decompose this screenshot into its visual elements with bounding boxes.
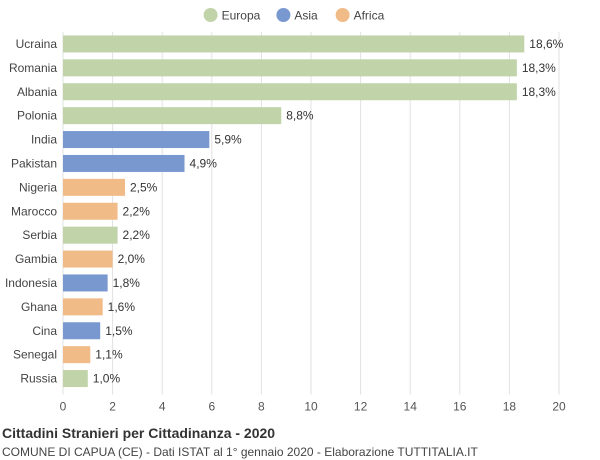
bar-russia	[63, 370, 88, 388]
bar-ghana	[63, 298, 103, 316]
value-label: 18,3%	[522, 61, 556, 75]
category-label: Senegal	[13, 348, 57, 362]
chart-subtitle: COMUNE DI CAPUA (CE) - Dati ISTAT al 1° …	[2, 445, 478, 459]
category-label: Ucraina	[16, 37, 58, 51]
value-labels: 18,6% 18,3% 18,3% 8,8% 5,9% 4,9% 2,5% 2,2% 2,2% 2…	[93, 37, 564, 386]
category-label: Albania	[17, 85, 57, 99]
legend-label: Africa	[354, 9, 385, 23]
category-label: Gambia	[15, 252, 57, 266]
value-label: 2,5%	[130, 180, 158, 194]
category-label: Nigeria	[19, 180, 57, 194]
category-label: Polonia	[17, 109, 57, 123]
category-label: Pakistan	[11, 156, 57, 170]
legend-marker-europa	[203, 8, 218, 22]
value-label: 5,9%	[214, 133, 242, 147]
category-labels: Ucraina Romania Albania Polonia India Pakista…	[5, 37, 57, 386]
bar-albania	[63, 83, 517, 101]
value-label: 4,9%	[190, 156, 218, 170]
x-axis-ticks: 0 2 4 6 8 10 12 14 16 18 20	[60, 400, 566, 414]
bar-pakistan	[63, 154, 185, 172]
legend-marker-asia	[276, 8, 291, 22]
x-tick-label: 18	[503, 400, 517, 414]
x-tick-label: 0	[60, 400, 67, 414]
value-label: 2,2%	[123, 228, 151, 242]
x-tick-label: 20	[552, 400, 566, 414]
x-tick-label: 4	[159, 400, 166, 414]
chart-title: Cittadini Stranieri per Cittadinanza - 2…	[2, 425, 276, 441]
x-tick-label: 8	[258, 400, 265, 414]
bar-marocco	[63, 202, 118, 220]
category-label: Ghana	[21, 300, 57, 314]
bar-indonesia	[63, 274, 108, 292]
bars	[63, 35, 525, 388]
value-label: 18,6%	[529, 37, 563, 51]
bar-romania	[63, 59, 517, 77]
bar-serbia	[63, 226, 118, 244]
bar-india	[63, 131, 210, 149]
x-tick-label: 2	[109, 400, 116, 414]
category-label: Russia	[20, 372, 57, 386]
value-label: 18,3%	[522, 85, 556, 99]
x-tick-label: 12	[354, 400, 368, 414]
x-tick-label: 6	[208, 400, 215, 414]
x-tick-label: 14	[404, 400, 418, 414]
bar-cina	[63, 322, 101, 340]
x-tick-label: 10	[304, 400, 318, 414]
bar-gambia	[63, 250, 113, 268]
value-label: 2,0%	[118, 252, 146, 266]
category-label: Serbia	[22, 228, 57, 242]
legend: Europa Asia Africa	[203, 8, 385, 23]
legend-marker-africa	[335, 8, 350, 22]
value-label: 2,2%	[123, 204, 151, 218]
value-label: 1,6%	[108, 300, 136, 314]
legend-label: Europa	[222, 9, 261, 23]
category-label: India	[31, 133, 57, 147]
value-label: 1,8%	[113, 276, 141, 290]
category-label: Romania	[9, 61, 57, 75]
value-label: 1,1%	[95, 348, 123, 362]
bar-ucraina	[63, 35, 525, 53]
category-label: Indonesia	[5, 276, 57, 290]
bar-nigeria	[63, 178, 125, 196]
legend-label: Asia	[294, 9, 318, 23]
bar-chart: Europa Asia Africa Ucraina Romania Albania Po…	[5, 8, 566, 414]
value-label: 8,8%	[286, 109, 314, 123]
x-tick-label: 16	[453, 400, 467, 414]
value-label: 1,0%	[93, 372, 121, 386]
bar-polonia	[63, 107, 282, 125]
bar-senegal	[63, 346, 91, 364]
value-label: 1,5%	[105, 324, 133, 338]
category-label: Marocco	[11, 204, 57, 218]
category-label: Cina	[32, 324, 57, 338]
